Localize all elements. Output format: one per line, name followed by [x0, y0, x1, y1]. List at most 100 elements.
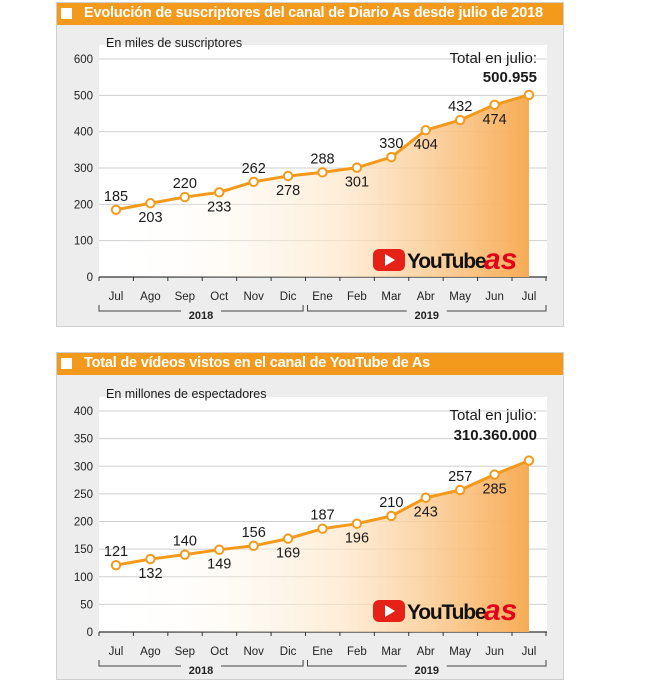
x-category-label: Oct	[210, 291, 229, 303]
data-point	[179, 549, 191, 560]
data-point	[454, 484, 466, 496]
x-category-label: May	[449, 291, 471, 303]
year-label: 2019	[415, 310, 439, 322]
x-category-label: Oct	[210, 646, 229, 658]
year-label-bg	[406, 308, 447, 316]
x-category-label: Jul	[109, 291, 124, 303]
youtube-logo: YouTube	[373, 600, 487, 624]
data-point	[110, 559, 122, 571]
as-logo: as	[484, 594, 517, 627]
y-tick-label: 250	[74, 489, 93, 501]
y-tick-label: 400	[74, 406, 93, 418]
data-point	[386, 151, 397, 163]
y-tick-label: 600	[74, 54, 93, 66]
y-tick-label: 100	[74, 572, 93, 584]
data-label: 196	[345, 531, 369, 547]
data-label: 210	[379, 495, 403, 511]
data-point	[248, 540, 259, 552]
data-label: 404	[414, 137, 438, 153]
y-tick-label: 350	[74, 434, 93, 446]
data-label: 149	[207, 557, 231, 573]
data-point	[351, 518, 363, 529]
data-point	[386, 510, 397, 522]
data-point	[523, 455, 535, 466]
data-label: 262	[242, 161, 266, 177]
y-tick-label: 200	[74, 517, 93, 529]
x-category-label: May	[449, 646, 471, 658]
x-category-label: Jul	[109, 646, 124, 658]
as-logo: as	[484, 243, 517, 276]
chart-subtitle: En miles de suscriptores	[106, 36, 242, 50]
year-label-bg	[406, 663, 447, 671]
y-tick-label: 400	[74, 127, 93, 139]
data-point	[248, 176, 259, 188]
play-icon	[385, 254, 395, 266]
x-category-label: Sep	[175, 291, 195, 303]
year-label: 2018	[189, 665, 213, 677]
x-category-label: Mar	[381, 291, 401, 303]
data-label: 257	[448, 469, 472, 485]
data-point	[420, 125, 431, 136]
x-category-label: Sep	[175, 646, 195, 658]
y-tick-label: 300	[74, 163, 93, 175]
data-point	[489, 99, 500, 110]
x-category-label: Feb	[347, 291, 367, 303]
data-label: 233	[207, 199, 231, 215]
x-category-label: Mar	[381, 646, 401, 658]
data-label: 288	[310, 151, 334, 167]
subscribers-header: Evolución de suscriptores del canal de D…	[57, 3, 563, 25]
data-point	[282, 170, 294, 182]
data-point	[317, 167, 328, 178]
x-category-label: Dic	[280, 646, 297, 658]
y-tick-label: 200	[74, 199, 93, 211]
y-tick-label: 300	[74, 461, 93, 473]
year-label-bg	[181, 308, 222, 316]
y-tick-label: 0	[87, 272, 93, 284]
views-panel: Total de vídeos vistos en el canal de Yo…	[56, 352, 564, 680]
y-tick-label: 0	[87, 627, 93, 639]
data-label: 185	[104, 189, 128, 205]
data-label: 220	[173, 176, 197, 192]
data-point	[454, 114, 466, 126]
data-point	[317, 523, 328, 534]
data-label: 132	[138, 566, 162, 582]
header-square-icon	[61, 358, 72, 369]
x-category-label: Jun	[485, 291, 504, 303]
youtube-wordmark: YouTube	[407, 250, 486, 273]
views-title: Total de vídeos vistos en el canal de Yo…	[84, 355, 430, 371]
data-point	[214, 544, 225, 555]
header-square-icon	[61, 8, 72, 19]
data-label: 278	[276, 183, 300, 199]
total-value: 500.955	[483, 69, 537, 86]
data-label: 169	[276, 546, 300, 562]
data-point	[420, 492, 431, 503]
area-fill	[116, 460, 529, 632]
data-point	[179, 191, 191, 203]
y-tick-label: 100	[74, 236, 93, 248]
year-label: 2018	[189, 310, 213, 322]
data-label: 330	[379, 136, 403, 152]
data-label: 474	[482, 112, 506, 128]
data-label: 156	[242, 525, 266, 541]
data-point	[214, 187, 225, 198]
subscribers-title: Evolución de suscriptores del canal de D…	[84, 5, 543, 21]
x-category-label: Jul	[522, 646, 537, 658]
subscribers-panel: Evolución de suscriptores del canal de D…	[56, 2, 564, 327]
total-label: Total en julio:	[449, 50, 537, 67]
data-label: 187	[310, 508, 334, 524]
total-value: 310.360.000	[454, 427, 537, 444]
data-point	[351, 162, 363, 173]
x-category-label: Abr	[417, 291, 435, 303]
area-fill	[116, 94, 529, 277]
x-category-label: Ene	[312, 646, 332, 658]
x-category-label: Dic	[280, 291, 297, 303]
youtube-logo: YouTube	[373, 249, 487, 273]
views-chart: 0 50 100 150 200 250 300 350 400 121 132 140 149 156 1…	[74, 387, 547, 677]
data-point	[110, 204, 122, 215]
x-category-label: Ago	[140, 291, 160, 303]
x-category-label: Abr	[417, 646, 435, 658]
views-header: Total de vídeos vistos en el canal de Yo…	[57, 353, 563, 375]
y-tick-label: 50	[80, 599, 93, 611]
chart-subtitle: En millones de espectadores	[106, 387, 267, 401]
data-point	[145, 553, 156, 565]
